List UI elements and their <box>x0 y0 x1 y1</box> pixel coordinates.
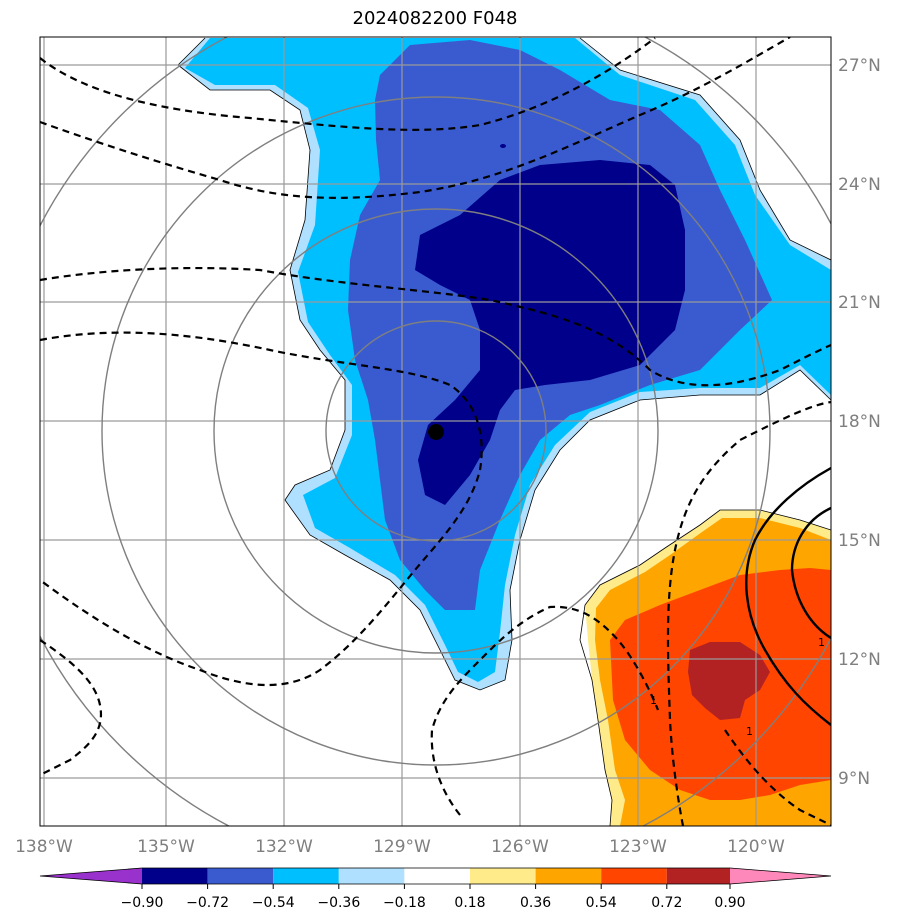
dashed-contour-7 <box>724 729 831 826</box>
lat-tick-label: 18°N <box>838 412 881 432</box>
colorbar-tick-label: −0.36 <box>317 895 360 911</box>
colorbar-bin <box>207 868 274 884</box>
lon-tick-label: 138°W <box>15 837 73 857</box>
lon-tick-label: 123°W <box>609 837 667 857</box>
colorbar-bin <box>273 868 339 884</box>
range-rings <box>40 37 831 826</box>
colorbar: −0.90 −0.72 −0.54 −0.36 −0.18 0.18 0.36 … <box>39 867 832 911</box>
colorbar-tick-label: 0.18 <box>454 895 485 911</box>
colorbar-tick-label: 0.72 <box>651 895 682 911</box>
colorbar-bin <box>142 868 208 884</box>
range-ring-3 <box>101 96 771 766</box>
colorbar-tick-label: 0.54 <box>586 895 617 911</box>
storm-center-marker <box>428 424 444 440</box>
solid-contour-2 <box>790 506 831 640</box>
lat-tick-label: 15°N <box>838 531 881 551</box>
lon-tick-label: 129°W <box>373 837 431 857</box>
lat-tick-labels: 9°N 12°N 15°N 18°N 21°N 24°N 27°N <box>838 56 881 789</box>
lat-tick-label: 9°N <box>838 769 870 789</box>
lat-tick-label: 12°N <box>838 650 881 670</box>
lat-tick-label: 27°N <box>838 56 881 76</box>
colorbar-tick-label: −0.18 <box>383 895 426 911</box>
solid-contour-1 <box>745 466 831 726</box>
colorbar-extend-high <box>730 868 831 884</box>
lat-tick-label: 21°N <box>838 293 881 313</box>
range-ring-1 <box>325 320 547 542</box>
anomaly-fill-dark-red <box>688 642 770 720</box>
lon-tick-label: 135°W <box>137 837 195 857</box>
anomaly-fill-navy <box>415 160 685 505</box>
colorbar-bin <box>666 868 730 884</box>
colorbar-bin <box>535 868 602 884</box>
lat-tick-label: 24°N <box>838 175 881 195</box>
colorbar-extend-low <box>40 868 142 884</box>
contour-label: 1 <box>818 636 825 649</box>
graticule <box>40 37 831 826</box>
map-title: 2024082200 F048 <box>352 8 518 29</box>
dashed-contour-3 <box>40 266 831 387</box>
range-ring-2 <box>213 208 659 654</box>
plot-area: 1 1 1 <box>40 37 831 826</box>
contour-label: 1 <box>746 725 753 738</box>
dashed-contour-1 <box>40 37 656 131</box>
colorbar-tick-label: −0.54 <box>252 895 295 911</box>
colorbar-bin <box>404 868 470 884</box>
lon-tick-label: 120°W <box>727 837 785 857</box>
plot-frame <box>39 36 832 827</box>
dashed-contour-5 <box>430 605 660 816</box>
dashed-contour-6 <box>666 400 831 826</box>
field-outline-negative <box>177 37 831 691</box>
anomaly-fill-navy-speck <box>500 144 506 148</box>
colorbar-tick-label: −0.72 <box>186 895 229 911</box>
dashed-contours <box>40 37 831 826</box>
contour-label: 1 <box>650 694 657 707</box>
dashed-contour-2 <box>40 37 791 199</box>
dashed-contour-4 <box>40 331 483 687</box>
lon-tick-label: 132°W <box>255 837 313 857</box>
solid-contours <box>745 466 831 726</box>
lon-tick-labels: 138°W 135°W 132°W 129°W 126°W 123°W 120°… <box>15 837 785 857</box>
lon-tick-label: 126°W <box>491 837 549 857</box>
colorbar-tick-label: −0.90 <box>121 895 164 911</box>
colorbar-bin <box>470 868 536 884</box>
dashed-contour-8 <box>40 639 103 776</box>
colorbar-bin <box>601 868 667 884</box>
colorbar-tick-label: 0.36 <box>520 895 551 911</box>
colorbar-bin <box>338 868 405 884</box>
colorbar-tick-label: 0.90 <box>714 895 745 911</box>
field-outline-positive <box>579 509 831 826</box>
